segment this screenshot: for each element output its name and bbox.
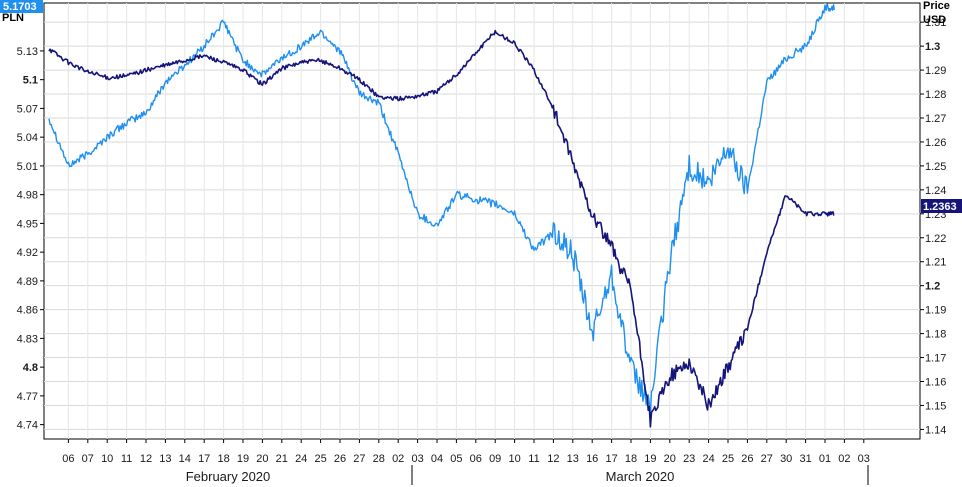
series-line-usd: [48, 3, 835, 418]
left-tick-label: 4.98: [17, 190, 38, 202]
month-label-march: March 2020: [606, 469, 675, 484]
left-tick-label: 4.89: [17, 276, 38, 288]
right-tick-label: 1.26: [925, 137, 946, 149]
month-label-february: February 2020: [186, 469, 271, 484]
x-tick-label: 18: [217, 453, 229, 465]
right-tick-label: 1.28: [925, 89, 946, 101]
x-tick-label: 02: [392, 453, 404, 465]
x-tick-label: 03: [858, 453, 870, 465]
x-tick-label: 11: [528, 453, 539, 465]
x-axis: 06 07 10 11 12 13 14 17 18 19 20 21 24 25 26 27 28 02 03 04…: [62, 439, 870, 465]
right-last-value-badge: [921, 199, 962, 213]
left-tick-label: 5.01: [17, 161, 38, 173]
x-tick-label: 23: [683, 453, 695, 465]
left-tick-label: 4.95: [17, 218, 38, 230]
left-tick-label: 4.83: [17, 333, 38, 345]
left-tick-label: 5.13: [17, 46, 38, 58]
right-tick-label: 1.15: [925, 400, 946, 412]
x-tick-label: 06: [470, 453, 482, 465]
x-tick-label: 06: [62, 453, 74, 465]
x-tick-label: 13: [567, 453, 579, 465]
x-tick-label: 11: [121, 453, 132, 465]
x-tick-label: 07: [82, 453, 94, 465]
x-tick-label: 19: [237, 453, 249, 465]
right-tick-label: 1.31: [925, 17, 946, 29]
right-axis: 1.141.151.161.171.181.191.21.211.221.231…: [920, 17, 946, 436]
grid-lines: [44, 3, 920, 439]
x-tick-label: 27: [761, 453, 773, 465]
right-tick-label: 1.14: [925, 424, 946, 436]
x-tick-label: 10: [508, 453, 520, 465]
right-tick-label: 1.3: [925, 41, 940, 53]
series-line-pln: [48, 29, 835, 428]
left-tick-label: 5.07: [17, 103, 38, 115]
right-tick-label: 1.17: [925, 353, 946, 365]
x-tick-label: 26: [741, 453, 753, 465]
right-axis-title-line1: Price: [923, 0, 950, 12]
x-tick-label: 16: [586, 453, 598, 465]
right-tick-label: 1.16: [925, 377, 946, 389]
right-last-value-text: 1.2363: [923, 201, 957, 213]
right-tick-label: 1.2: [925, 281, 940, 293]
x-tick-label: 25: [314, 453, 326, 465]
left-tick-label: 4.86: [17, 305, 38, 317]
x-tick-label: 05: [450, 453, 462, 465]
left-tick-label: 4.77: [17, 391, 38, 403]
right-tick-label: 1.21: [925, 257, 946, 269]
x-tick-label: 24: [295, 453, 307, 465]
right-tick-label: 1.19: [925, 305, 946, 317]
left-tick-label: 5.04: [17, 132, 38, 144]
series-layer: [48, 3, 835, 428]
left-axis-title: PLN: [2, 12, 24, 24]
x-tick-label: 27: [353, 453, 365, 465]
x-tick-label: 28: [373, 453, 385, 465]
x-tick-label: 20: [664, 453, 676, 465]
x-tick-label: 17: [605, 453, 617, 465]
x-tick-label: 13: [159, 453, 171, 465]
right-tick-label: 1.27: [925, 113, 946, 125]
right-tick-label: 1.29: [925, 65, 946, 77]
x-tick-label: 31: [799, 453, 811, 465]
x-tick-label: 20: [256, 453, 268, 465]
x-tick-label: 12: [547, 453, 559, 465]
x-tick-label: 21: [276, 453, 288, 465]
right-tick-label: 1.24: [925, 185, 946, 197]
x-tick-label: 26: [334, 453, 346, 465]
left-tick-label: 4.8: [23, 362, 38, 374]
right-tick-label: 1.22: [925, 233, 946, 245]
left-axis: 4.74 4.77 4.8 4.83 4.86 4.89 4.92 4.95 4.98 5.01 5…: [17, 46, 44, 432]
x-tick-label: 18: [625, 453, 637, 465]
left-tick-label: 5.1: [23, 75, 38, 87]
x-tick-label: 17: [198, 453, 210, 465]
x-tick-label: 30: [780, 453, 792, 465]
plot-frame: [43, 2, 921, 440]
x-tick-label: 04: [431, 453, 443, 465]
x-tick-label: 14: [179, 453, 191, 465]
left-last-value-text: 5.1703: [3, 1, 37, 13]
x-tick-label: 24: [702, 453, 714, 465]
x-tick-label: 10: [101, 453, 113, 465]
right-tick-label: 1.18: [925, 329, 946, 341]
left-tick-label: 4.74: [17, 420, 38, 432]
right-axis-title-line2: USD: [923, 14, 946, 26]
left-tick-label: 4.92: [17, 247, 38, 259]
x-tick-label: 25: [722, 453, 734, 465]
x-tick-label: 03: [411, 453, 423, 465]
x-tick-label: 01: [819, 453, 831, 465]
x-tick-label: 12: [140, 453, 152, 465]
right-tick-label: 1.25: [925, 161, 946, 173]
x-tick-label: 19: [644, 453, 656, 465]
x-tick-label: 02: [838, 453, 850, 465]
left-last-value-badge: [0, 0, 43, 13]
x-tick-label: 09: [489, 453, 501, 465]
